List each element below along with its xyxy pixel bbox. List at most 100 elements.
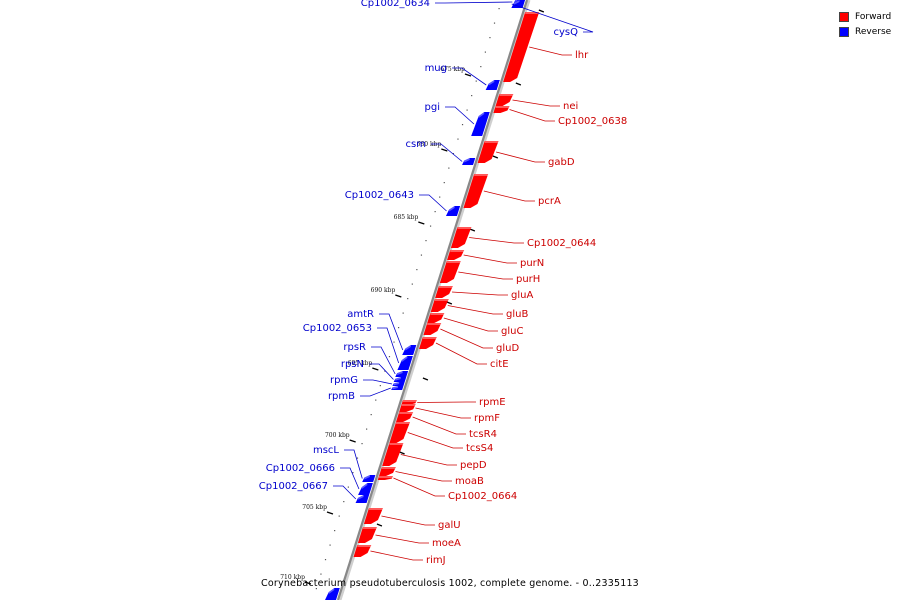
gene-label: tcsR4	[469, 429, 497, 440]
legend-label-reverse: Reverse	[855, 26, 892, 37]
label-leader	[445, 106, 475, 125]
gene-arrow	[439, 261, 461, 283]
gene-arrow	[393, 377, 407, 382]
minor-tick	[361, 443, 363, 445]
minor-tick	[434, 211, 436, 213]
gene-highlight	[396, 422, 411, 424]
label-leader	[435, 342, 487, 365]
label-leader	[379, 313, 404, 351]
gene-highlight	[393, 382, 400, 386]
minor-tick	[393, 341, 395, 343]
gene-label: mscL	[313, 445, 339, 456]
gene-highlight	[499, 94, 514, 96]
gene-arrow	[363, 508, 383, 524]
gene-highlight	[430, 313, 445, 315]
label-leader	[419, 194, 447, 212]
gene-arrow	[382, 443, 404, 466]
gene-label: rimJ	[426, 555, 446, 566]
label-leader	[463, 254, 517, 264]
gene-label: Cp1002_0666	[266, 463, 335, 474]
map-caption: Corynebacterium pseudotuberculosis 1002,…	[261, 578, 639, 589]
label-leader	[511, 3, 594, 33]
minor-tick	[493, 22, 496, 24]
label-leader	[512, 99, 560, 107]
gene-label: lhr	[575, 50, 589, 61]
label-leader	[370, 550, 423, 561]
label-leader	[371, 346, 396, 375]
label-leader	[415, 407, 471, 419]
gene-highlight	[478, 112, 485, 118]
minor-tick	[366, 428, 368, 430]
tick-label: 705 kbp	[302, 504, 327, 511]
gene-highlight	[488, 80, 495, 86]
gene-highlight	[401, 404, 416, 406]
minor-tick	[343, 501, 345, 503]
gene-label: nei	[563, 101, 578, 112]
label-leader	[375, 534, 429, 544]
gene-arrow	[395, 371, 409, 377]
tick-mark	[469, 228, 476, 232]
gene-arrow	[477, 141, 499, 163]
gene-label: pcrA	[538, 196, 561, 207]
tick-label: 700 kbp	[325, 432, 350, 439]
gene-highlight	[381, 467, 396, 469]
label-leader	[407, 432, 463, 449]
minor-tick	[315, 588, 317, 590]
gene-highlight	[395, 377, 401, 381]
gene-label: rpmB	[328, 391, 355, 402]
tick-mark	[464, 73, 472, 77]
minor-tick	[429, 225, 432, 227]
label-leader	[333, 485, 357, 500]
gene-highlight	[450, 250, 465, 252]
minor-tick	[324, 559, 327, 561]
tick-mark	[372, 367, 379, 371]
gene-arrow	[493, 106, 510, 113]
backbone-line	[336, 0, 529, 600]
gene-highlight	[389, 443, 404, 445]
tick-mark	[538, 9, 545, 13]
tick-mark	[515, 82, 522, 86]
minor-tick	[443, 182, 445, 184]
gene-label: rpmG	[330, 375, 358, 386]
minor-tick	[420, 254, 423, 256]
minor-tick	[375, 399, 377, 401]
label-leader	[344, 449, 363, 479]
label-leader	[393, 477, 445, 497]
gene-label: rpmE	[479, 397, 506, 408]
tick-label: 695 kbp	[348, 360, 373, 367]
gene-label: galU	[438, 520, 461, 531]
gene-label: Cp1002_0644	[527, 238, 596, 249]
gene-arrow	[379, 467, 396, 476]
gene-arrow	[355, 495, 370, 503]
gene-arrow	[357, 527, 377, 543]
tick-mark	[349, 439, 356, 443]
gene-arrow	[485, 80, 500, 90]
backbone-shadow	[338, 0, 531, 600]
tick-mark	[441, 148, 448, 152]
gene-arrow	[462, 158, 476, 165]
gene-label: citE	[490, 359, 509, 370]
tick-label: 690 kbp	[371, 287, 396, 294]
gene-highlight	[484, 141, 499, 143]
gene-arrow	[325, 588, 340, 600]
gene-arrow	[430, 299, 449, 312]
gene-highlight	[427, 323, 442, 325]
gene-label: purN	[520, 258, 544, 269]
gene-highlight	[361, 483, 368, 489]
label-leader	[435, 1, 513, 4]
legend-item-reverse: Reverse	[839, 24, 891, 39]
forward-swatch	[839, 11, 849, 22]
gene-label: Cp1002_0664	[448, 491, 517, 502]
tick-label: 680 kbp	[417, 141, 442, 148]
minor-tick	[329, 544, 331, 546]
gene-arrow	[397, 356, 413, 370]
gene-highlight	[515, 0, 519, 2]
gene-highlight	[362, 527, 377, 529]
tick-mark	[418, 221, 425, 225]
gene-arrow	[447, 250, 465, 260]
label-leader	[509, 109, 555, 122]
gene-label: pepD	[460, 460, 487, 471]
gene-highlight	[358, 495, 364, 500]
gene-highlight	[446, 261, 461, 263]
